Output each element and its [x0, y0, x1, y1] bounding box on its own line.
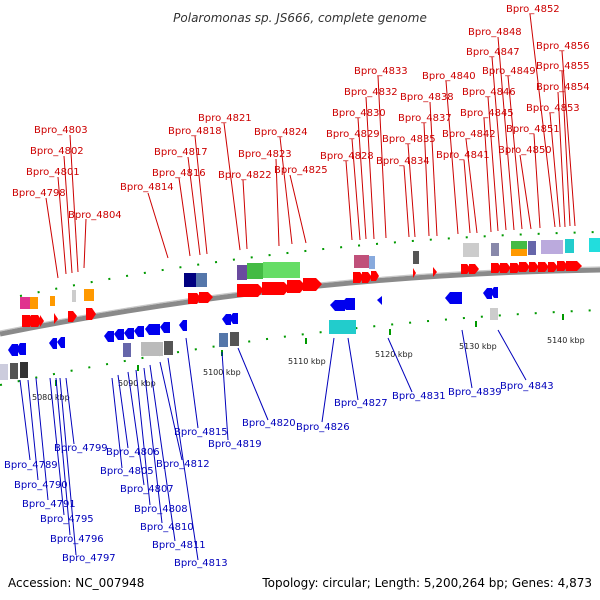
- gene-label: Bpro_4812: [156, 459, 210, 470]
- gene-label: Bpro_4804: [68, 210, 122, 221]
- gene-label: Bpro_4847: [466, 47, 520, 58]
- tick-label: 5130 kbp: [459, 342, 497, 351]
- gene-label: Bpro_4795: [40, 514, 94, 525]
- tick-label: 5140 kbp: [547, 336, 585, 345]
- gene-label: Bpro_4825: [274, 165, 328, 176]
- leader-lines-bottom: [19, 329, 527, 561]
- accession-label: Accession: NC_007948: [8, 576, 144, 590]
- gene-label: Bpro_4818: [168, 126, 222, 137]
- gene-label: Bpro_4852: [506, 4, 560, 15]
- feature-blocks-top: [20, 238, 600, 309]
- grid-arcs: [0, 231, 600, 386]
- gene-label: Bpro_4802: [30, 146, 84, 157]
- gene-label: Bpro_4833: [354, 66, 408, 77]
- gene-label: Bpro_4801: [26, 167, 80, 178]
- top-gene-labels: Bpro_4798 Bpro_4801 Bpro_4802 Bpro_4803 …: [12, 4, 590, 221]
- gene-label: Bpro_4810: [140, 522, 194, 533]
- gene-label: Bpro_4824: [254, 127, 308, 138]
- gene-label: Bpro_4835: [382, 134, 436, 145]
- tick-label: 5080 kbp: [32, 393, 70, 402]
- gene-label: Bpro_4845: [460, 108, 514, 119]
- topology-label: Topology: circular; Length: 5,200,264 bp…: [261, 576, 592, 590]
- gene-label: Bpro_4838: [400, 92, 454, 103]
- gene-label: Bpro_4828: [320, 151, 374, 162]
- gene-label: Bpro_4850: [498, 145, 552, 156]
- gene-label: Bpro_4830: [332, 108, 386, 119]
- gene-label: Bpro_4790: [14, 480, 68, 491]
- gene-label: Bpro_4854: [536, 82, 590, 93]
- gene-label: Bpro_4819: [208, 439, 262, 450]
- gene-label: Bpro_4848: [468, 27, 522, 38]
- tick-label: 5110 kbp: [288, 357, 326, 366]
- gene-label: Bpro_4846: [462, 87, 516, 98]
- gene-label: Bpro_4856: [536, 41, 590, 52]
- gene-label: Bpro_4815: [174, 427, 228, 438]
- map-title: Polaromonas sp. JS666, complete genome: [173, 11, 427, 25]
- gene-label: Bpro_4839: [448, 387, 502, 398]
- gene-label: Bpro_4816: [152, 168, 206, 179]
- gene-label: Bpro_4827: [334, 398, 388, 409]
- leader-lines-top: [45, 13, 576, 279]
- gene-label: Bpro_4811: [152, 540, 206, 551]
- gene-label: Bpro_4796: [50, 534, 104, 545]
- gene-label: Bpro_4823: [238, 149, 292, 160]
- gene-label: Bpro_4817: [154, 147, 208, 158]
- feature-blocks-bottom: [0, 308, 498, 380]
- gene-label: Bpro_4791: [22, 499, 76, 510]
- gene-label: Bpro_4831: [392, 391, 446, 402]
- gene-label: Bpro_4829: [326, 129, 380, 140]
- gene-label: Bpro_4814: [120, 182, 174, 193]
- gene-label: Bpro_4841: [436, 150, 490, 161]
- gene-label: Bpro_4813: [174, 558, 228, 569]
- gene-label: Bpro_4853: [526, 103, 580, 114]
- gene-label: Bpro_4789: [4, 460, 58, 471]
- tick-label: 5100 kbp: [203, 368, 241, 377]
- tick-label: 5120 kbp: [375, 350, 413, 359]
- gene-label: Bpro_4842: [442, 129, 496, 140]
- tick-label: 5090 kbp: [118, 379, 156, 388]
- gene-label: Bpro_4799: [54, 443, 108, 454]
- gene-label: Bpro_4820: [242, 418, 296, 429]
- gene-label: Bpro_4822: [218, 170, 272, 181]
- bottom-gene-labels: Bpro_4789 Bpro_4790 Bpro_4791 Bpro_4795 …: [4, 381, 554, 569]
- reverse-strand-genes: [8, 287, 498, 356]
- gene-label: Bpro_4855: [536, 61, 590, 72]
- gene-label: Bpro_4821: [198, 113, 252, 124]
- gene-label: Bpro_4808: [134, 504, 188, 515]
- forward-strand-genes: [22, 261, 582, 327]
- gene-label: Bpro_4797: [62, 553, 116, 564]
- scale-tick-labels: 5080 kbp 5090 kbp 5100 kbp 5110 kbp 5120…: [32, 336, 585, 402]
- gene-label: Bpro_4849: [482, 66, 536, 77]
- gene-label: Bpro_4798: [12, 188, 66, 199]
- gene-label: Bpro_4837: [398, 113, 452, 124]
- gene-label: Bpro_4851: [506, 124, 560, 135]
- gene-label: Bpro_4806: [106, 447, 160, 458]
- gene-label: Bpro_4803: [34, 125, 88, 136]
- gene-label: Bpro_4805: [100, 466, 154, 477]
- gene-label: Bpro_4843: [500, 381, 554, 392]
- gene-label: Bpro_4840: [422, 71, 476, 82]
- gene-label: Bpro_4834: [376, 156, 430, 167]
- gene-label: Bpro_4832: [344, 87, 398, 98]
- gene-label: Bpro_4807: [120, 484, 174, 495]
- gene-label: Bpro_4826: [296, 422, 350, 433]
